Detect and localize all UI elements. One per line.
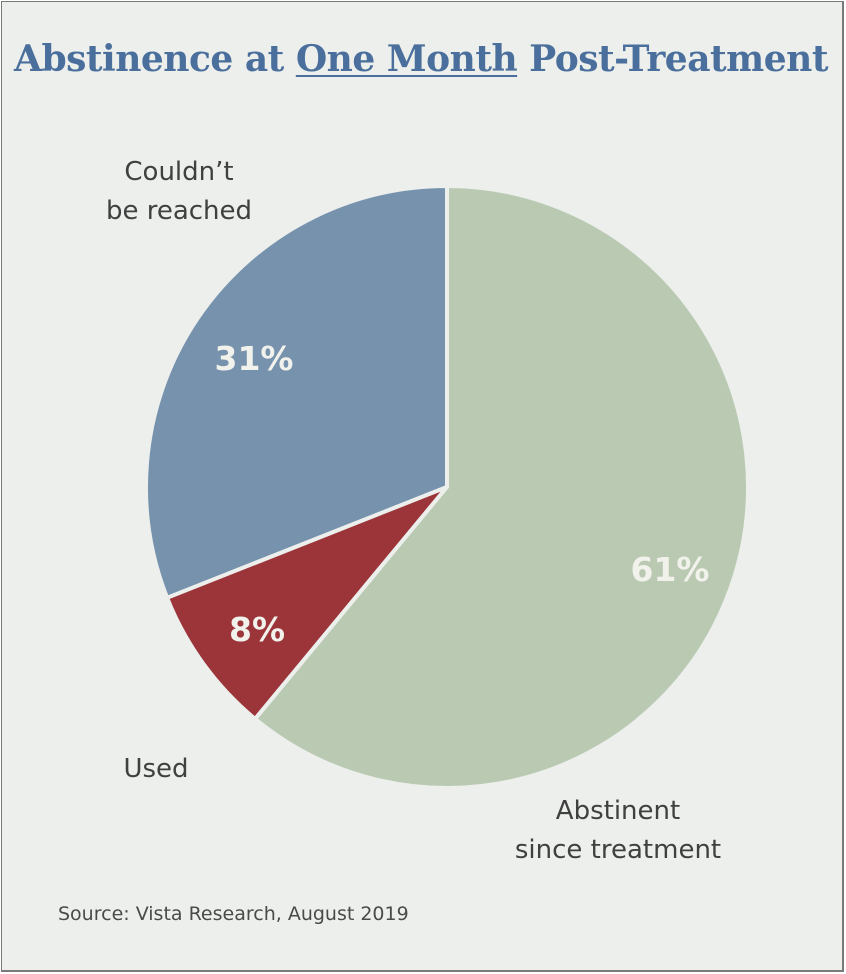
chart-title: Abstinence at One Month Post-Treatment [0, 38, 842, 80]
pie-category-label-line: Used [123, 754, 188, 784]
title-emphasis: One Month [295, 38, 518, 80]
pie-category-label-line: be reached [106, 196, 252, 226]
pie-value-label: 8% [229, 610, 285, 649]
pie-slice-couldn-t-be-reached [144, 184, 449, 600]
pie-value-labels: 31% 8% 61% [215, 339, 710, 649]
pie-value-label: 31% [215, 339, 294, 378]
pie-slices [144, 184, 750, 790]
source-note: Source: Vista Research, August 2019 [58, 903, 409, 925]
pie-category-label: Used [123, 754, 188, 784]
pie-category-label-line: since treatment [515, 835, 721, 865]
pie-category-label-line: Couldn’t [124, 157, 233, 187]
pie-category-label: Abstinent since treatment [515, 796, 721, 865]
title-prefix: Abstinence at [14, 38, 296, 80]
pie-category-label: Couldn’t be reached [106, 157, 252, 226]
pie-slice-abstinent-since-treatment [253, 184, 750, 790]
pie-category-labels: Couldn’t be reached Used Abstinent since tre… [106, 157, 721, 865]
pie-value-label: 61% [631, 550, 710, 589]
pie-slice-used [165, 485, 449, 721]
title-suffix: Post-Treatment [517, 38, 828, 80]
pie-category-label-line: Abstinent [556, 796, 680, 826]
